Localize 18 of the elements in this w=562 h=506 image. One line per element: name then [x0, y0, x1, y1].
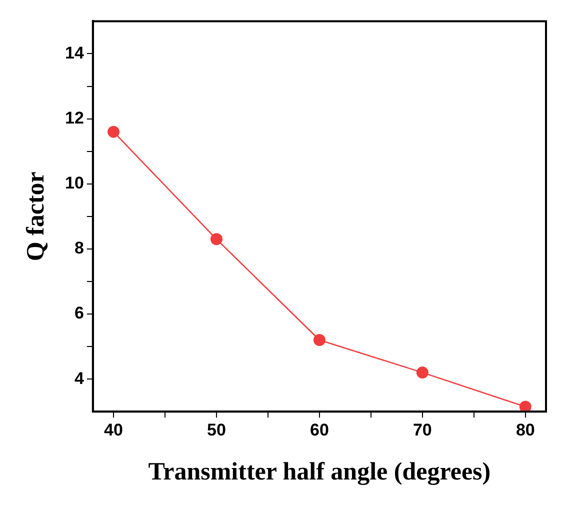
y-tick-label: 10 [64, 174, 84, 193]
y-tick-label: 6 [74, 304, 84, 323]
x-tick-label: 50 [207, 420, 226, 440]
x-tick-label: 40 [104, 420, 123, 440]
point [210, 233, 222, 246]
point [108, 126, 120, 138]
point [313, 334, 326, 346]
y-tick-label: 8 [74, 238, 84, 258]
y-tick-label: 4 [74, 368, 84, 388]
x-tick-label: 70 [412, 420, 432, 440]
y-tick-label: 12 [64, 108, 84, 128]
x-axis-title: Transmitter half angle (degrees) [148, 458, 491, 486]
point [416, 366, 428, 379]
x-tick-label: 60 [310, 420, 329, 440]
y-tick-label: 14 [64, 43, 84, 62]
point [519, 400, 532, 412]
y-axis-title: Q factor [22, 172, 50, 262]
x-tick-label: 80 [516, 420, 535, 440]
